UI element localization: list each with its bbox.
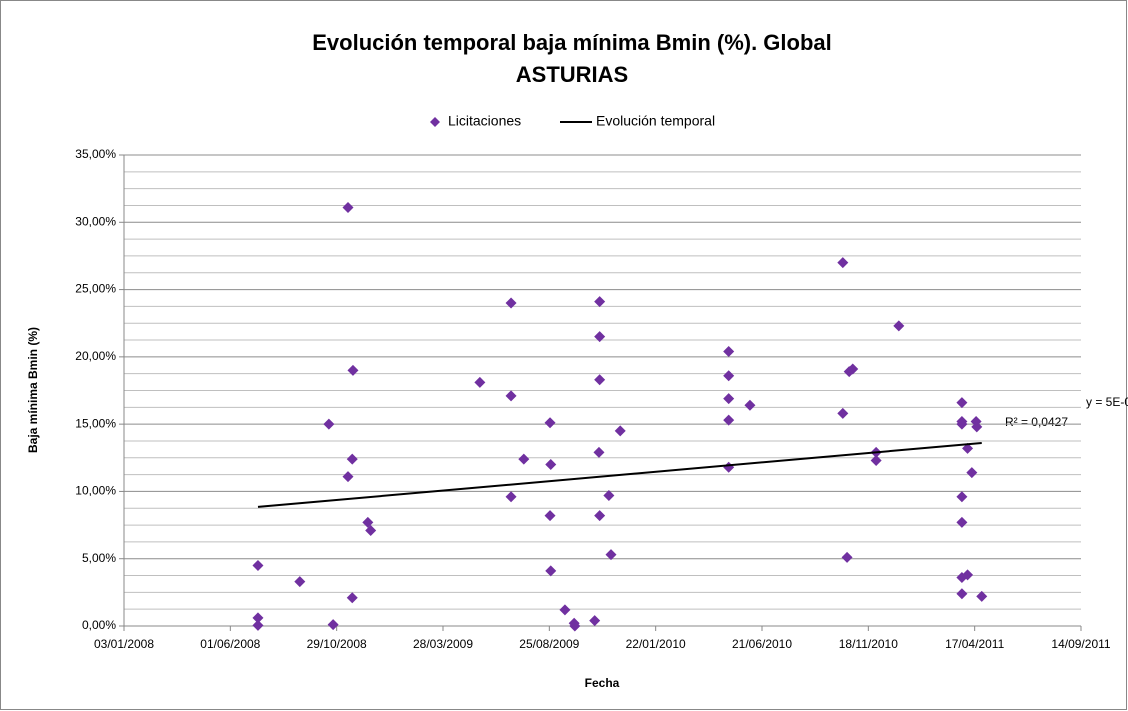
point: [544, 510, 556, 522]
point: [723, 345, 735, 357]
y-tick-label: 35,00%: [75, 147, 116, 161]
y-axis-title: Baja mínima Bmin (%): [26, 327, 40, 453]
point: [252, 559, 264, 571]
point: [505, 390, 517, 402]
y-tick-label: 20,00%: [75, 349, 116, 363]
point: [545, 459, 557, 471]
point: [342, 201, 354, 213]
x-tick-label: 22/01/2010: [626, 637, 686, 651]
point: [594, 374, 606, 386]
point: [347, 364, 359, 376]
point: [847, 363, 859, 375]
y-tick-label: 10,00%: [75, 484, 116, 498]
point: [569, 620, 581, 632]
point: [893, 320, 905, 332]
point: [544, 417, 556, 429]
point: [956, 397, 968, 409]
x-tick-label: 29/10/2008: [307, 637, 367, 651]
point: [976, 590, 988, 602]
point: [603, 489, 615, 501]
point: [505, 491, 517, 503]
point: [346, 453, 358, 465]
legend-label: Licitaciones: [448, 113, 521, 129]
point: [327, 619, 339, 631]
point: [971, 421, 983, 433]
point: [346, 592, 358, 604]
point: [323, 418, 335, 430]
x-tick-label: 03/01/2008: [94, 637, 154, 651]
legend-marker: [430, 117, 440, 127]
x-tick-label: 28/03/2009: [413, 637, 473, 651]
trend-equation: y = 5E-05x - 1,7566: [1086, 395, 1128, 409]
trend-line: [257, 441, 982, 508]
point: [252, 612, 264, 624]
legend-label: Evolución temporal: [596, 113, 715, 129]
point: [956, 588, 968, 600]
point: [723, 393, 735, 405]
x-tick-label: 17/04/2011: [945, 637, 1004, 651]
y-tick-label: 25,00%: [75, 282, 116, 296]
point: [545, 565, 557, 577]
point: [744, 399, 756, 411]
point: [505, 297, 517, 309]
point: [962, 569, 974, 581]
point: [518, 453, 530, 465]
point: [589, 615, 601, 627]
point: [956, 491, 968, 503]
point: [723, 414, 735, 426]
point: [594, 331, 606, 343]
y-tick-label: 0,00%: [82, 618, 116, 632]
point: [837, 407, 849, 419]
point: [594, 510, 606, 522]
point: [837, 257, 849, 269]
point: [956, 418, 968, 430]
x-tick-label: 18/11/2010: [839, 637, 898, 651]
point: [614, 425, 626, 437]
x-tick-label: 21/06/2010: [732, 637, 792, 651]
point: [841, 551, 853, 563]
point: [252, 619, 264, 631]
point: [962, 442, 974, 454]
point: [594, 296, 606, 308]
point: [956, 516, 968, 528]
point: [605, 549, 617, 561]
x-axis-title: Fecha: [585, 676, 620, 690]
y-tick-label: 5,00%: [82, 551, 116, 565]
trend-r2: R² = 0,0427: [1005, 415, 1068, 429]
point: [365, 524, 377, 536]
point: [342, 471, 354, 483]
x-tick-label: 25/08/2009: [519, 637, 579, 651]
x-tick-label: 14/09/2011: [1051, 637, 1110, 651]
y-tick-label: 15,00%: [75, 416, 116, 430]
point: [870, 454, 882, 466]
chart-title: Evolución temporal baja mínima Bmin (%).…: [312, 30, 832, 55]
x-tick-label: 01/06/2008: [200, 637, 260, 651]
point: [559, 604, 571, 616]
point: [593, 446, 605, 458]
chart-subtitle: ASTURIAS: [516, 62, 628, 87]
y-tick-label: 30,00%: [75, 214, 116, 228]
point: [966, 467, 978, 479]
point: [723, 370, 735, 382]
point: [474, 376, 486, 388]
point: [294, 576, 306, 588]
